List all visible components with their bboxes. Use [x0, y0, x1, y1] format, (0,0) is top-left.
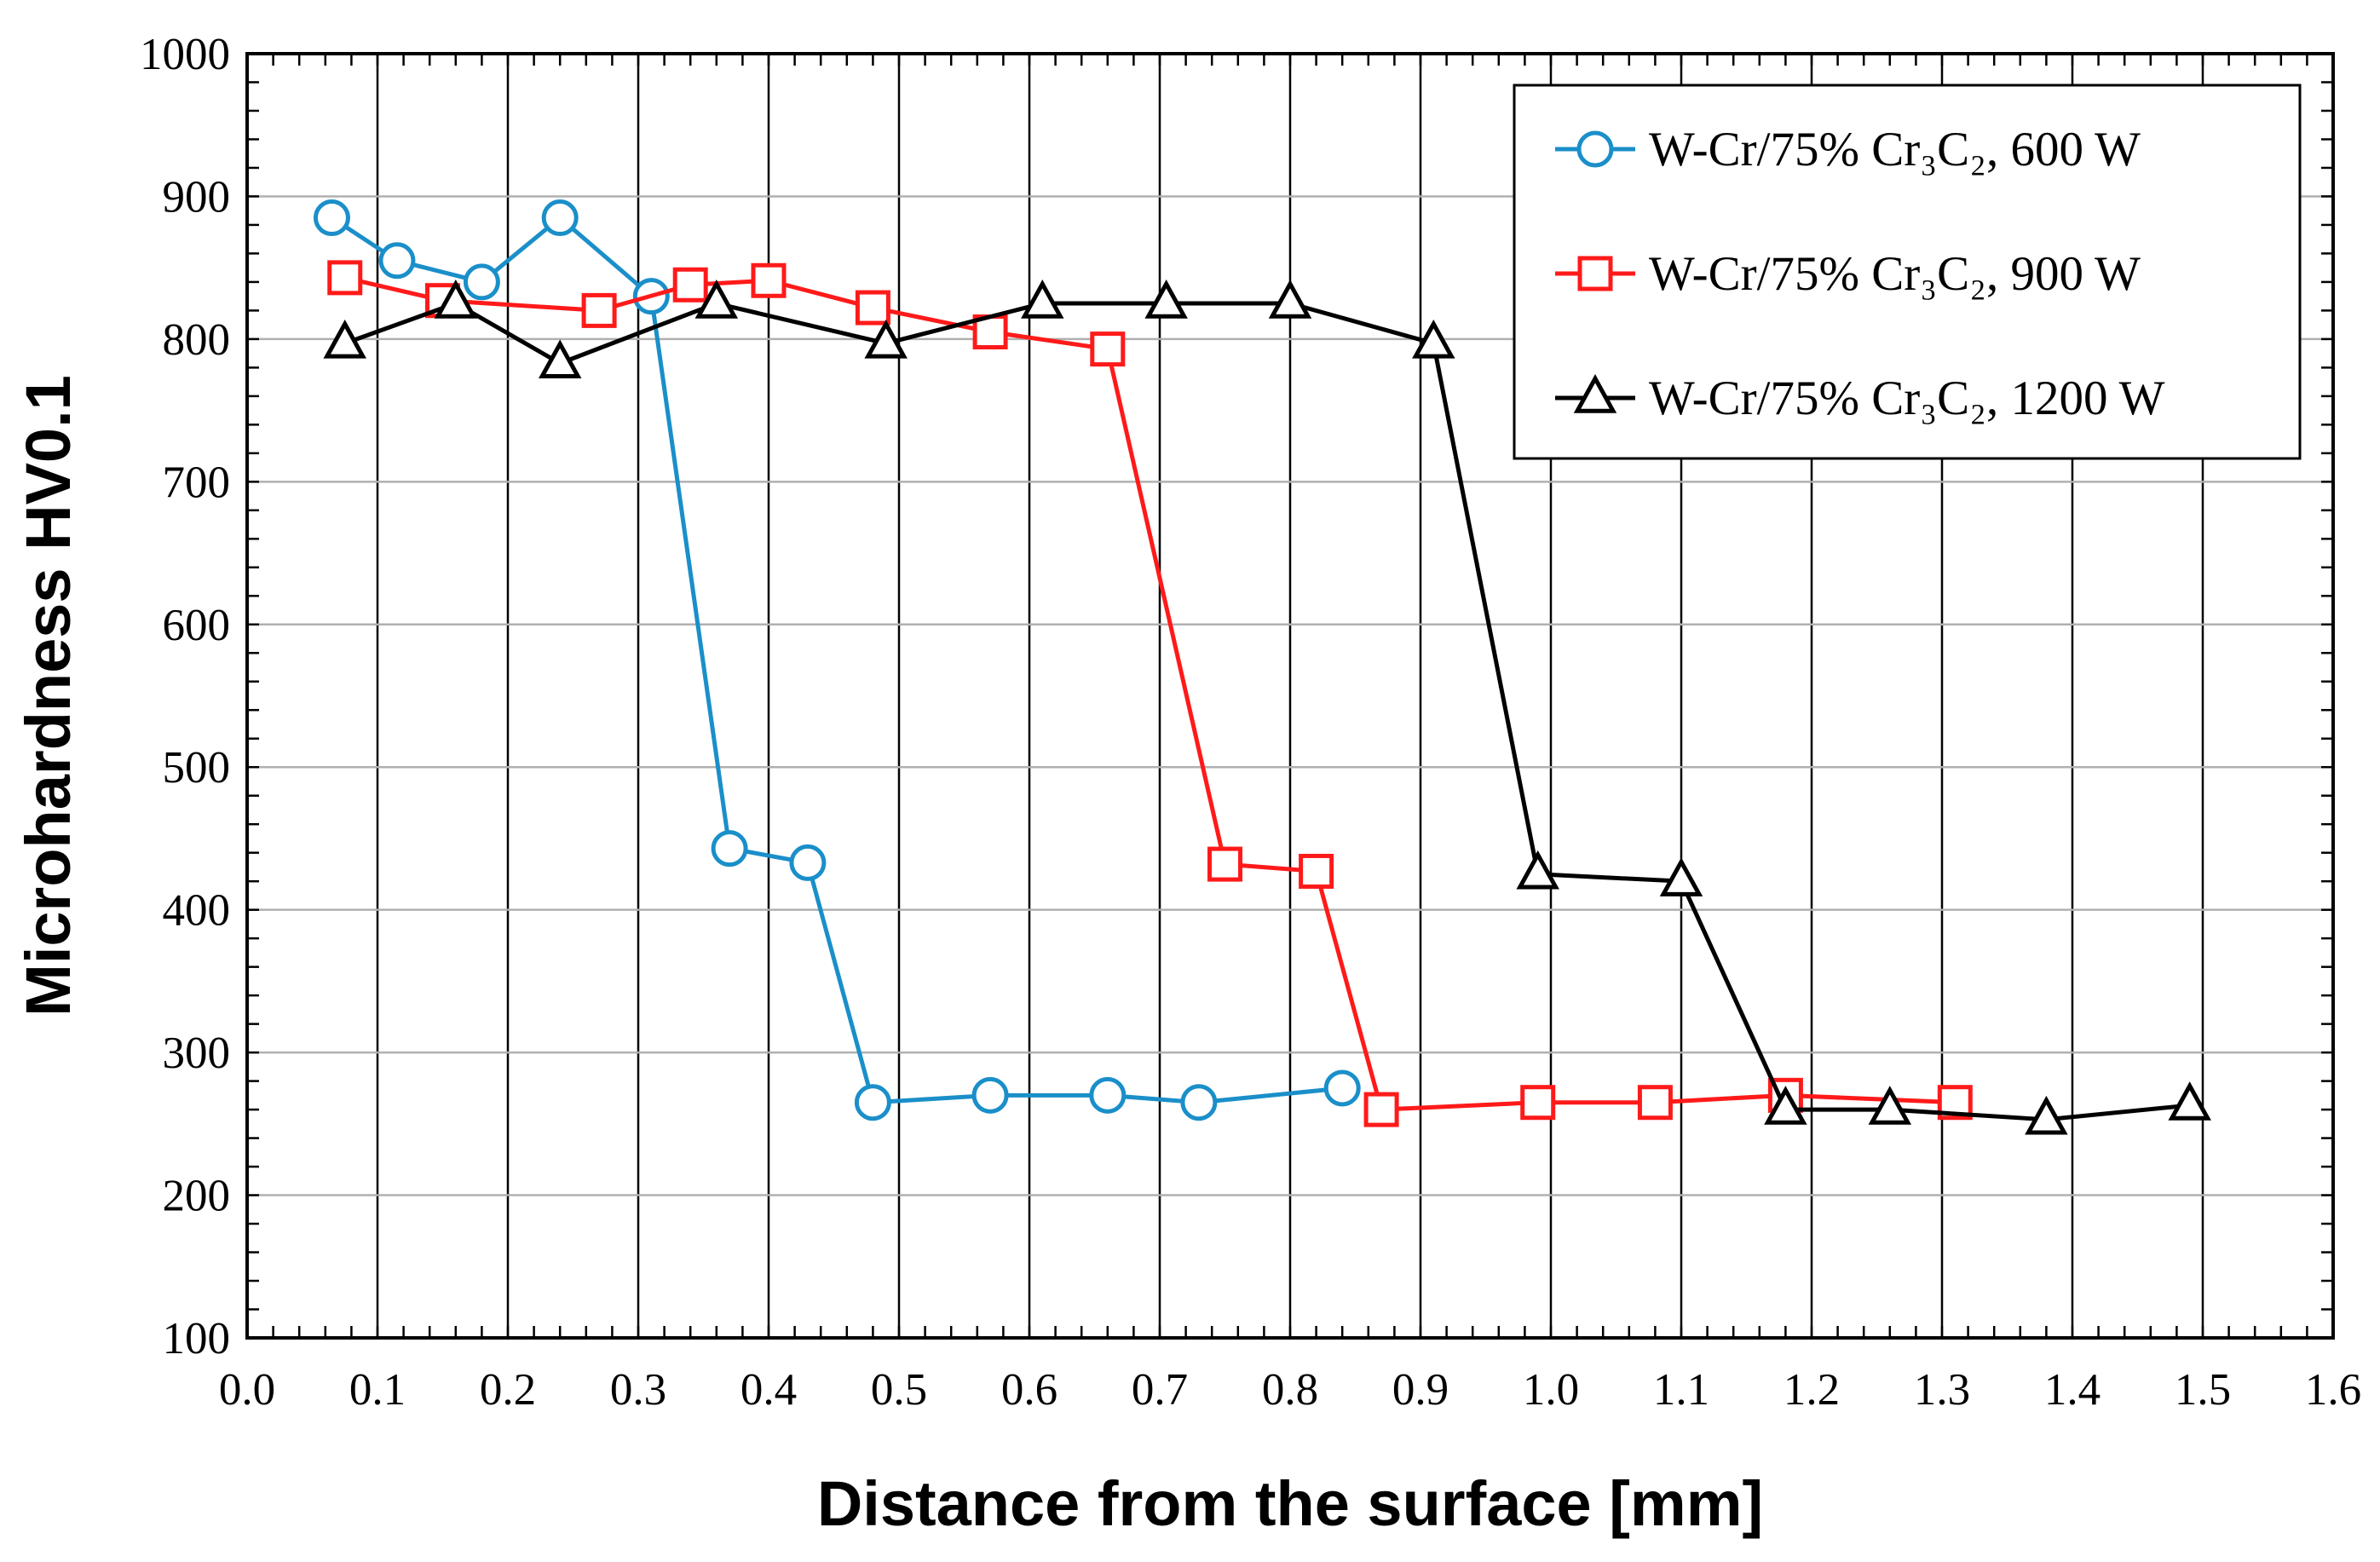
data-point — [434, 280, 478, 319]
data-point — [972, 314, 1008, 350]
data-point — [1323, 1069, 1361, 1107]
x-tick-label: 0.1 — [349, 1365, 406, 1415]
data-point — [711, 830, 748, 867]
data-point — [1180, 1084, 1218, 1121]
minor-ticks — [245, 52, 2335, 1340]
data-point — [378, 242, 416, 280]
x-tick-label: 1.4 — [2044, 1365, 2101, 1415]
data-point — [1299, 853, 1334, 889]
x-tick-label: 1.1 — [1653, 1365, 1709, 1415]
data-point — [1090, 331, 1126, 367]
y-tick-label: 1000 — [140, 30, 230, 79]
data-point — [694, 280, 739, 319]
y-axis-title: Microhardness HV0.1 — [13, 375, 84, 1017]
legend-marker — [1573, 374, 1617, 413]
x-tick-label: 0.2 — [480, 1365, 536, 1415]
x-tick-label: 1.2 — [1784, 1365, 1840, 1415]
series-2 — [323, 280, 2211, 1135]
x-tick-label: 0.7 — [1132, 1365, 1188, 1415]
plot-frame — [245, 52, 2335, 1340]
legend: W-Cr/75% Cr₃C₂, 600 W W-Cr/75% Cr₃C₂, 900… — [1513, 84, 2302, 460]
data-point — [1764, 1086, 1807, 1125]
series-0 — [313, 199, 1361, 1121]
legend-label: W-Cr/75% Cr₃C₂, 600 W — [1649, 123, 2141, 176]
data-point — [1637, 1085, 1673, 1121]
legend-label: W-Cr/75% Cr₃C₂, 1200 W — [1649, 372, 2165, 425]
data-point — [327, 260, 363, 296]
data-point — [1520, 1085, 1556, 1121]
x-tick-label: 0.6 — [1001, 1365, 1057, 1415]
data-point — [672, 267, 708, 303]
data-point — [854, 1084, 891, 1121]
data-point — [1144, 280, 1188, 319]
data-point — [313, 199, 350, 237]
y-tick-label: 800 — [163, 315, 231, 365]
data-point — [1516, 850, 1559, 890]
series-1 — [327, 260, 1973, 1127]
y-tick-label: 900 — [163, 172, 231, 222]
data-point — [1363, 1092, 1399, 1127]
data-point — [2168, 1081, 2211, 1121]
data-point — [971, 1076, 1009, 1114]
legend-entries: W-Cr/75% Cr₃C₂, 600 W W-Cr/75% Cr₃C₂, 900… — [1555, 123, 2165, 425]
x-tick-label: 0.3 — [610, 1365, 666, 1415]
x-tick-label: 1.0 — [1523, 1365, 1579, 1415]
x-tick-label: 0.9 — [1392, 1365, 1449, 1415]
data-point — [1868, 1086, 1912, 1125]
x-tick-labels: 0.0 0.1 0.2 0.3 0.4 0.5 0.6 0.7 0.8 0.9 1.0 1.1 1.2 1… — [219, 1365, 2361, 1415]
data-point — [323, 319, 366, 359]
data-point — [855, 290, 890, 326]
legend-entry: W-Cr/75% Cr₃C₂, 900 W — [1555, 247, 2141, 301]
legend-label: W-Cr/75% Cr₃C₂, 900 W — [1649, 247, 2141, 301]
y-tick-label: 100 — [163, 1314, 231, 1363]
y-tick-label: 400 — [163, 886, 231, 936]
data-point — [541, 199, 579, 237]
x-tick-label: 1.3 — [1914, 1365, 1970, 1415]
data-point — [1659, 857, 1703, 896]
data-point — [581, 292, 617, 328]
x-tick-label: 0.4 — [741, 1365, 797, 1415]
y-tick-labels: 100 200 300 400 500 600 700 800 900 1000 — [140, 30, 230, 1363]
y-tick-label: 700 — [163, 458, 231, 507]
data-point — [751, 262, 787, 298]
x-tick-label: 0.5 — [871, 1365, 927, 1415]
data-point — [1021, 280, 1064, 319]
legend-entry: W-Cr/75% Cr₃C₂, 600 W — [1555, 123, 2141, 176]
data-point — [1412, 319, 1455, 359]
y-tick-label: 300 — [163, 1029, 231, 1078]
data-point — [1268, 280, 1312, 319]
x-axis-title: Distance from the surface [mm] — [817, 1468, 1763, 1539]
data-point — [538, 339, 582, 379]
series-layer — [313, 199, 2211, 1135]
data-point — [463, 263, 500, 301]
data-point — [1089, 1076, 1127, 1114]
legend-marker — [1577, 256, 1613, 291]
data-point — [864, 319, 908, 359]
y-tick-label: 500 — [163, 743, 231, 793]
data-point — [789, 844, 827, 881]
x-tick-label: 0.8 — [1262, 1365, 1318, 1415]
legend-marker — [1576, 130, 1614, 168]
y-tick-label: 600 — [163, 601, 231, 650]
x-tick-label: 1.5 — [2175, 1365, 2231, 1415]
legend-entry: W-Cr/75% Cr₃C₂, 1200 W — [1555, 372, 2165, 425]
y-tick-label: 200 — [163, 1172, 231, 1221]
legend-box — [1513, 84, 2302, 460]
data-point — [1207, 846, 1242, 882]
x-tick-label: 0.0 — [219, 1365, 275, 1415]
x-tick-label: 1.6 — [2305, 1365, 2361, 1415]
data-point — [2025, 1095, 2068, 1135]
